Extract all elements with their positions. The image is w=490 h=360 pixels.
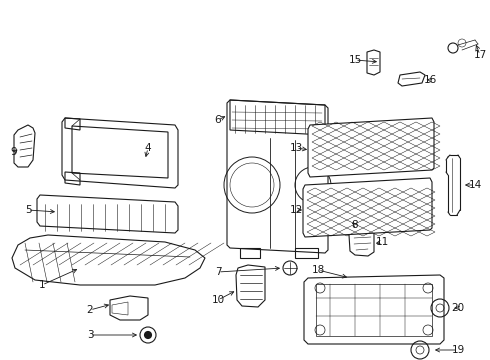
Text: 13: 13 (290, 143, 303, 153)
Circle shape (343, 217, 349, 223)
Text: 7: 7 (215, 267, 221, 277)
Text: 15: 15 (348, 55, 362, 65)
Text: 8: 8 (352, 220, 358, 230)
Text: 10: 10 (212, 295, 224, 305)
Text: 4: 4 (145, 143, 151, 153)
Text: 19: 19 (451, 345, 465, 355)
Polygon shape (303, 178, 432, 237)
Circle shape (145, 332, 151, 338)
Text: 20: 20 (451, 303, 465, 313)
Text: 3: 3 (87, 330, 93, 340)
Text: 6: 6 (215, 115, 221, 125)
Text: 14: 14 (468, 180, 482, 190)
Text: 17: 17 (473, 50, 487, 60)
Text: 1: 1 (39, 280, 45, 290)
Text: 5: 5 (24, 205, 31, 215)
Text: 2: 2 (87, 305, 93, 315)
Text: 16: 16 (423, 75, 437, 85)
Text: 11: 11 (375, 237, 389, 247)
Text: 9: 9 (11, 147, 17, 157)
Text: 12: 12 (290, 205, 303, 215)
Polygon shape (304, 275, 444, 344)
Text: 18: 18 (311, 265, 324, 275)
Polygon shape (308, 118, 434, 177)
